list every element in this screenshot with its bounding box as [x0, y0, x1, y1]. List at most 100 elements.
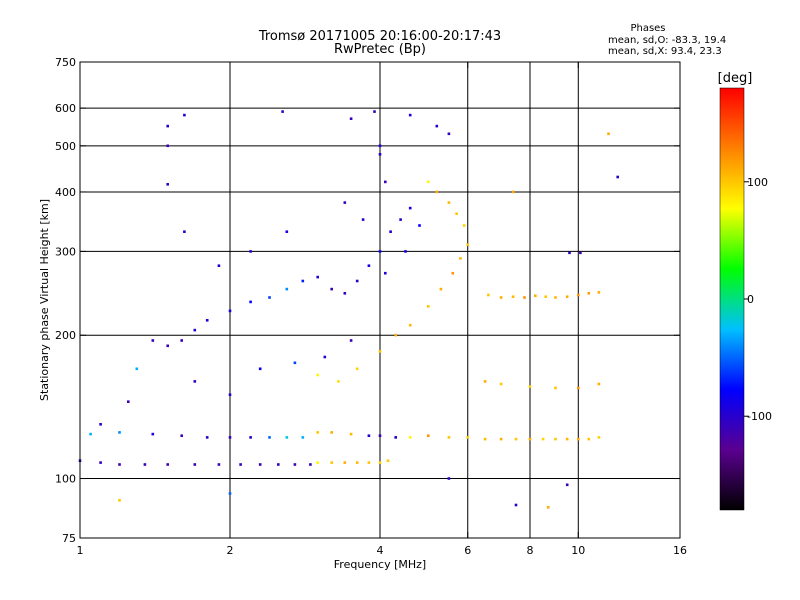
data-point [607, 132, 610, 136]
data-point [166, 344, 169, 348]
data-point [323, 355, 327, 359]
data-point [597, 382, 601, 386]
stats-x-mode: mean, sd,X: 93.4, 23.3 [608, 46, 722, 57]
data-point [534, 294, 537, 298]
data-point [439, 287, 443, 291]
data-point [404, 250, 407, 253]
data-point [249, 250, 252, 253]
y-axis-label: Stationary phase Virtual Height [km] [38, 199, 51, 401]
data-point [579, 251, 582, 255]
data-point [337, 380, 340, 383]
data-point [285, 230, 289, 233]
data-point [205, 319, 209, 322]
colorbar-tick-label: 100 [747, 176, 768, 189]
data-point [249, 436, 252, 439]
data-point [554, 296, 557, 299]
data-point [268, 436, 271, 439]
data-point [99, 461, 102, 464]
data-point [281, 110, 284, 113]
data-point [228, 436, 232, 439]
data-point [361, 218, 365, 221]
data-point [384, 271, 387, 275]
data-point [399, 218, 402, 221]
data-point [499, 382, 503, 386]
data-point [565, 483, 569, 487]
data-point [183, 230, 186, 233]
data-point [462, 224, 466, 227]
data-point [135, 367, 139, 371]
data-point [447, 477, 451, 480]
data-point [349, 339, 353, 342]
data-point [483, 437, 487, 441]
data-point [577, 293, 580, 297]
data-point [427, 434, 430, 437]
y-tick-label: 500 [55, 140, 76, 153]
data-point [143, 463, 147, 466]
data-point [408, 323, 412, 327]
y-tick-label: 200 [55, 329, 76, 342]
data-point [316, 431, 319, 434]
x-tick-label: 10 [571, 544, 585, 557]
data-point [616, 175, 619, 179]
data-point [418, 224, 421, 227]
data-point [408, 436, 412, 439]
data-point [427, 305, 430, 308]
data-point [451, 271, 455, 275]
data-point [258, 463, 262, 466]
data-point [166, 124, 169, 128]
data-point [301, 279, 305, 283]
data-point [378, 144, 382, 148]
data-point [597, 436, 601, 439]
data-point [367, 434, 371, 437]
data-point [293, 463, 297, 466]
x-tick-label: 4 [377, 544, 384, 557]
data-point [427, 180, 430, 184]
x-axis-label: Frequency [MHz] [334, 558, 426, 571]
data-point [166, 463, 169, 466]
data-point [499, 437, 503, 441]
y-axis-ticks: 75 100 200 300 400 500 600 750 [55, 56, 680, 545]
data-point [597, 291, 601, 294]
data-point [118, 499, 121, 502]
y-tick-label: 300 [55, 245, 76, 258]
data-point [408, 113, 412, 117]
data-point [378, 350, 382, 353]
data-point [459, 257, 462, 260]
data-point [587, 292, 591, 295]
data-point [180, 339, 183, 342]
data-point [378, 250, 382, 253]
data-point [258, 367, 262, 371]
data-point [309, 463, 312, 466]
data-point [330, 431, 333, 434]
colorbar-tick-label: 0 [747, 293, 754, 306]
stats-o-mode: mean, sd,O: -83.3, 19.4 [608, 35, 726, 46]
data-point [166, 144, 169, 148]
data-point [268, 296, 271, 299]
data-point [89, 432, 92, 436]
data-point [330, 287, 333, 291]
data-point [499, 296, 503, 299]
data-point [217, 264, 221, 267]
chart-title: Tromsø 20171005 20:16:00-20:17:43 [258, 29, 501, 44]
data-point [301, 436, 305, 439]
data-point [565, 437, 569, 441]
grid-lines [80, 62, 680, 538]
data-point [435, 190, 439, 194]
data-point [228, 393, 232, 396]
x-tick-label: 1 [77, 544, 84, 557]
data-point [378, 461, 382, 464]
data-point [466, 243, 469, 246]
data-point [514, 503, 518, 507]
stats-heading: Phases [630, 23, 665, 34]
y-tick-label: 600 [55, 102, 76, 115]
data-point [151, 339, 155, 342]
data-point [528, 385, 532, 388]
data-point [151, 432, 155, 436]
data-point [384, 180, 387, 184]
data-point [447, 436, 451, 439]
data-point [343, 461, 347, 464]
data-point [554, 437, 557, 441]
data-point [316, 373, 319, 377]
x-tick-label: 16 [673, 544, 687, 557]
